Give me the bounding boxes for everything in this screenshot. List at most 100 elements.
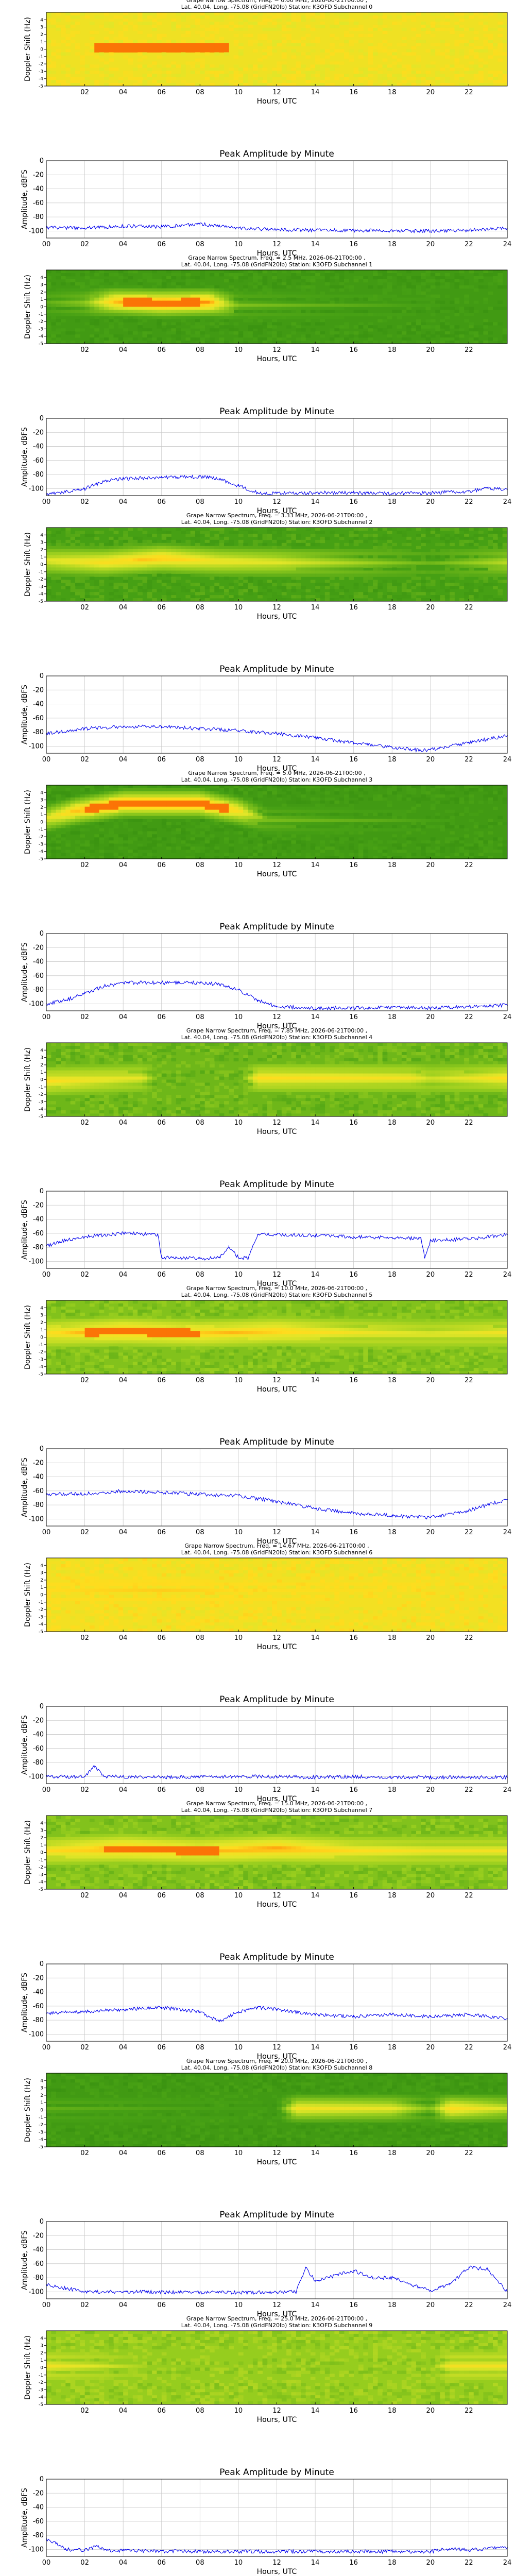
spectrum-cell bbox=[493, 71, 498, 74]
spectrum-cell bbox=[181, 316, 186, 319]
spectrum-cell bbox=[229, 561, 234, 565]
spectrum-cell bbox=[46, 791, 52, 795]
spectrum-cell bbox=[56, 310, 61, 313]
spectrum-cell bbox=[291, 570, 297, 574]
spectrum-cell bbox=[281, 67, 287, 71]
spectrum-cell bbox=[113, 840, 119, 844]
spectrum-cell bbox=[262, 303, 268, 307]
spectrum-cell bbox=[185, 83, 191, 87]
spectrum-cell bbox=[132, 552, 138, 556]
spectrum-cell bbox=[70, 853, 76, 856]
spectrum-cell bbox=[176, 791, 181, 795]
spectrum-cell bbox=[473, 276, 479, 280]
spectrum-cell bbox=[411, 573, 417, 577]
spectrum-cell bbox=[214, 307, 220, 310]
spectrum-cell bbox=[459, 561, 465, 565]
spectrum-cell bbox=[132, 291, 138, 295]
spectrum-cell bbox=[454, 297, 460, 301]
spectrum-cell bbox=[152, 24, 157, 28]
spectrum-cell bbox=[469, 49, 474, 53]
amplitude-xtick-label: 08 bbox=[196, 498, 204, 506]
spectrum-cell bbox=[454, 528, 460, 531]
spectrum-cell bbox=[104, 313, 109, 316]
spectrum-cell bbox=[161, 816, 167, 819]
spectrum-cell bbox=[286, 539, 291, 544]
spectrum-cell bbox=[387, 43, 392, 46]
spectrum-cell bbox=[488, 71, 493, 74]
spectrum-cell bbox=[229, 307, 234, 310]
spectrum-cell bbox=[65, 583, 71, 586]
spectrum-cell bbox=[132, 27, 138, 31]
spectrum-cell bbox=[277, 294, 282, 298]
spectrum-cell bbox=[252, 325, 258, 329]
spectrum-cell bbox=[75, 564, 80, 568]
spectrum-cell bbox=[75, 30, 80, 35]
spectrum-cell bbox=[344, 52, 349, 56]
spectrum-cell bbox=[56, 797, 61, 801]
spectrum-cell bbox=[46, 58, 52, 62]
spectrum-cell bbox=[382, 273, 388, 277]
spectrum-cell bbox=[104, 573, 109, 577]
spectrum-cell bbox=[286, 583, 291, 586]
spectrum-cell bbox=[171, 40, 177, 43]
spectrum-cell bbox=[286, 300, 291, 304]
spectrum-cell bbox=[51, 539, 57, 544]
spectrum-cell bbox=[157, 288, 162, 292]
spectrum-cell bbox=[200, 791, 205, 795]
spectrum-cell bbox=[267, 583, 272, 586]
spectrum-cell bbox=[416, 546, 421, 550]
spectrum-cell bbox=[138, 812, 143, 816]
spectrum-cell bbox=[128, 809, 133, 814]
spectrum-cell bbox=[46, 71, 52, 74]
spectrum-cell bbox=[138, 285, 143, 289]
spectrum-cell bbox=[291, 300, 297, 304]
spectrum-cell bbox=[502, 328, 508, 332]
spectrum-cell bbox=[161, 567, 167, 571]
spectrum-cell bbox=[464, 586, 469, 589]
spectrum-cell bbox=[301, 558, 306, 562]
spectrum-cell bbox=[397, 595, 402, 599]
spectrum-cell bbox=[209, 313, 215, 316]
spectrum-cell bbox=[281, 61, 287, 65]
spectrum-cell bbox=[142, 543, 148, 547]
spectrum-cell bbox=[113, 794, 119, 798]
spectrum-cell bbox=[483, 61, 489, 65]
spectrum-heatmap bbox=[46, 12, 508, 87]
spectrum-ytick-label: -5 bbox=[39, 342, 43, 347]
spectrum-cell bbox=[258, 806, 263, 810]
spectrum-cell bbox=[190, 840, 196, 844]
spectrum-cell bbox=[89, 297, 95, 301]
spectrum-cell bbox=[339, 307, 345, 310]
spectrum-cell bbox=[142, 303, 148, 307]
spectrum-cell bbox=[425, 297, 431, 301]
spectrum-cell bbox=[454, 285, 460, 289]
amplitude-ytick-label: 0 bbox=[40, 157, 44, 165]
spectrum-cell bbox=[56, 549, 61, 553]
spectrum-cell bbox=[84, 794, 90, 798]
spectrum-cell bbox=[502, 285, 508, 289]
spectrum-cell bbox=[416, 331, 421, 335]
spectrum-cell bbox=[440, 552, 445, 556]
spectrum-cell bbox=[450, 337, 455, 341]
spectrum-cell bbox=[305, 307, 311, 310]
spectrum-cell bbox=[70, 797, 76, 801]
spectrum-cell bbox=[84, 303, 90, 307]
spectrum-cell bbox=[339, 561, 345, 565]
spectrum-cell bbox=[89, 310, 95, 313]
spectrum-cell bbox=[132, 831, 138, 835]
spectrum-cell bbox=[320, 313, 325, 316]
spectrum-cell bbox=[267, 12, 272, 16]
spectrum-cell bbox=[65, 546, 71, 550]
spectrum-cell bbox=[272, 282, 277, 286]
spectrum-cell bbox=[272, 558, 277, 562]
spectrum-cell bbox=[459, 570, 465, 574]
spectrum-cell bbox=[301, 586, 306, 589]
spectrum-cell bbox=[469, 313, 474, 316]
spectrum-cell bbox=[176, 555, 181, 558]
spectrum-cell bbox=[80, 856, 85, 859]
spectrum-cell bbox=[132, 837, 138, 841]
spectrum-cell bbox=[176, 543, 181, 547]
spectrum-cell bbox=[109, 846, 114, 850]
spectrum-cell bbox=[459, 83, 465, 87]
spectrum-cell bbox=[272, 546, 277, 550]
